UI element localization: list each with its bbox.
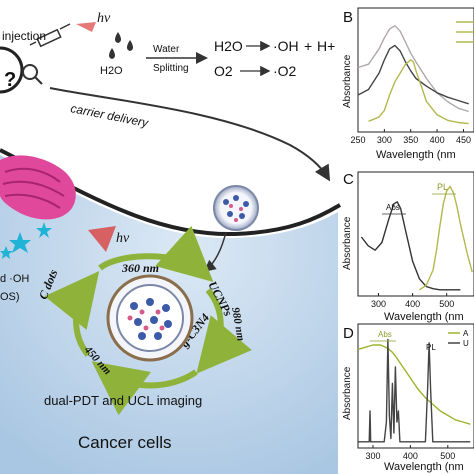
legend-text-d2: U — [463, 339, 469, 348]
abs-tag-c: Abs — [386, 203, 400, 212]
legend-b — [456, 21, 474, 43]
cancer-cells-label: Cancer cells — [78, 433, 172, 452]
curves-b — [357, 25, 469, 125]
abs-tag-d: Abs — [378, 330, 392, 339]
pl-tag-c: PL — [437, 182, 448, 192]
series-line-b-0 — [357, 25, 469, 113]
xticks-b: 250 300 350 400 450 — [350, 129, 471, 145]
spectrum-panel-b: B Absorbance Wavelength (nm 250 300 350 400… — [342, 7, 474, 161]
xticks-d: 300 400 500 — [365, 445, 455, 461]
xtick-label-d-1: 400 — [403, 451, 418, 461]
carrier-delivery-label: carrier delivery — [69, 101, 150, 130]
xtick-label-b-0: 250 — [350, 135, 365, 145]
nm360-label: 360 nm — [121, 261, 159, 275]
panel-letter-c: C — [343, 171, 354, 188]
pl-tag-d: PL — [426, 343, 436, 352]
xlabel-d: Wavelength (nm — [384, 461, 464, 473]
xlabel-b: Wavelength (nm — [376, 149, 456, 161]
water-drops-icon — [109, 32, 133, 59]
xtick-label-b-1: 300 — [377, 135, 392, 145]
carrier-delivery-arrow — [49, 87, 331, 182]
delivered-nanoparticle-icon — [213, 185, 259, 231]
series-line-c-0 — [360, 201, 461, 291]
ros-star-icon — [9, 232, 31, 253]
eq2-lhs: O2 — [214, 63, 233, 79]
eq1-rhs2: H+ — [317, 38, 335, 54]
eq2-rhs: ·O2 — [273, 63, 297, 79]
schematic-panel-a: injection ? hv H2O Water Splitting H2O ·… — [0, 11, 342, 474]
series-line-d-1 — [358, 338, 471, 443]
water-label: Water — [153, 44, 180, 55]
plot-frame-d — [357, 323, 474, 449]
ylabel-d: Absorbance — [342, 366, 353, 420]
ylabel-b: Absorbance — [342, 54, 353, 108]
energy-transfer-cycle — [44, 225, 252, 416]
xlabel-c: Wavelength (nm — [384, 311, 464, 323]
h2o-small-label: H2O — [100, 65, 123, 77]
xtick-label-d-0: 300 — [365, 451, 380, 461]
eq1-rhs1: ·OH — [273, 38, 299, 54]
xtick-label-d-2: 500 — [440, 451, 455, 461]
magnifier-icon — [0, 46, 43, 94]
series-line-b-2 — [368, 59, 469, 125]
ylabel-c: Absorbance — [342, 216, 353, 270]
injection-label: injection — [2, 29, 46, 43]
hv-mid-label: hv — [116, 231, 130, 246]
ros-text-1: d ·OH — [0, 273, 29, 285]
spectrum-panel-c: C Absorbance Wavelength (nm 300 400 500 Ab… — [342, 171, 474, 323]
organelle-icon — [0, 155, 76, 220]
ros-star-icon-2 — [36, 222, 52, 238]
ros-text-2: OS) — [0, 291, 20, 303]
panel-letter-b: B — [343, 9, 353, 26]
light-beam-top — [76, 22, 96, 32]
ros-star-icon-3 — [0, 246, 13, 259]
splitting-label: Splitting — [153, 63, 189, 74]
plot-frame-b — [357, 7, 474, 133]
panel-letter-d: D — [343, 325, 354, 342]
series-line-b-1 — [357, 44, 469, 105]
xtick-label-b-2: 350 — [403, 135, 418, 145]
curves-c — [360, 185, 473, 291]
question-mark: ? — [4, 69, 16, 91]
legend-text-d1: A — [463, 329, 469, 338]
nm980-label: 980 nm — [229, 306, 247, 342]
dual-pdt-label: dual-PDT and UCL imaging — [44, 393, 202, 408]
xtick-label-b-4: 450 — [456, 135, 471, 145]
light-beam-mid — [88, 226, 116, 252]
eq1-lhs: H2O — [214, 38, 243, 54]
xtick-label-c-0: 300 — [371, 299, 386, 309]
spectrum-panel-d: D Absorbance Wavelength (nm 300 400 500 Ab… — [342, 323, 474, 473]
series-line-c-1 — [419, 185, 473, 291]
xtick-label-c-2: 500 — [439, 299, 454, 309]
eq1-plus: + — [304, 38, 312, 54]
curves-d — [357, 338, 471, 443]
xtick-label-c-1: 400 — [405, 299, 420, 309]
xticks-c: 300 400 500 — [371, 293, 454, 309]
syringe-icon — [29, 23, 71, 48]
series-line-d-0 — [357, 344, 471, 425]
core-shell-nanoparticle-icon — [106, 274, 194, 362]
xtick-label-b-3: 400 — [430, 135, 445, 145]
hv-top-label: hv — [97, 11, 111, 26]
plot-frame-c — [357, 171, 474, 297]
